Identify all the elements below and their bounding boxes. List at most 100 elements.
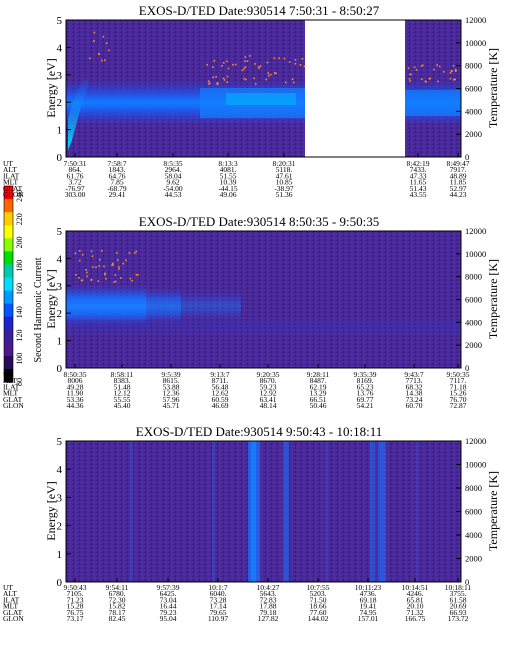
y-tick-label: 5	[57, 226, 63, 238]
hot-pixel	[266, 61, 269, 64]
hot-pixel	[455, 70, 457, 72]
table-cell: 6780.	[109, 589, 126, 598]
table-cell: 6040.	[210, 589, 227, 598]
y2-tick-label: 10000	[465, 249, 486, 259]
y2-tick-label: 6000	[465, 507, 482, 517]
table-cell: 43.55	[410, 190, 427, 199]
hot-pixel	[244, 56, 247, 58]
table-row-label: ALT	[3, 376, 17, 385]
table-cell: 9:43:7	[404, 370, 423, 379]
panel-3: EXOS-D/TED Date:930514 9:50:43 - 10:18:1…	[3, 424, 500, 623]
panel-1-data-gap	[305, 20, 405, 157]
hot-pixel	[86, 271, 88, 274]
table-cell: 53.36	[67, 395, 84, 404]
table-cell: 4736.	[360, 589, 377, 598]
table-cell: 303.00	[65, 190, 86, 199]
table-cell: 13.76	[357, 389, 374, 398]
hot-pixel	[206, 63, 208, 66]
table-row-label: ILAT	[3, 171, 20, 180]
table-cell: 9:57:39	[157, 583, 180, 592]
hot-pixel	[92, 266, 94, 268]
table-cell: 46.69	[212, 401, 229, 410]
hot-pixel	[436, 64, 438, 66]
table-cell: 7.85	[110, 178, 123, 187]
table-row-label: GLON	[3, 190, 24, 199]
table-cell: 66.51	[310, 395, 327, 404]
panel-1: EXOS-D/TED Date:930514 7:50:31 - 8:50:27…	[3, 3, 500, 199]
hot-pixel	[90, 279, 93, 281]
panel-3-vertical-streaks	[130, 441, 418, 582]
colorbar-swatch	[4, 368, 13, 383]
hot-pixel	[137, 274, 139, 276]
table-cell: 110.97	[208, 614, 229, 623]
table-cell: 10:11:23	[355, 583, 382, 592]
colorbar-swatch	[4, 303, 13, 318]
table-cell: 8:20:31	[273, 159, 296, 168]
table-cell: 44.36	[67, 401, 84, 410]
table-cell: 7:58:7	[107, 159, 126, 168]
hot-pixel	[303, 65, 306, 68]
table-cell: 58.04	[165, 171, 182, 180]
colorbar-swatch	[4, 316, 13, 331]
panel-1-y2label: Temperature [K]	[486, 48, 500, 128]
table-cell: 51.48	[114, 382, 131, 391]
table-row-label: GLAT	[3, 608, 23, 617]
y2-tick-label: 6000	[465, 84, 482, 94]
hot-pixel	[449, 72, 452, 74]
hot-pixel	[226, 81, 229, 83]
hot-pixel	[288, 61, 291, 63]
hot-pixel	[294, 63, 297, 65]
table-cell: 78.17	[109, 608, 126, 617]
table-cell: 59.23	[260, 382, 277, 391]
table-cell: 72.83	[260, 595, 277, 604]
table-cell: -38.97	[274, 184, 294, 193]
hot-pixel	[81, 253, 84, 256]
y-tick-label: 2	[57, 97, 63, 109]
hot-pixel	[104, 272, 106, 275]
y-tick-label: 5	[57, 15, 63, 27]
y-tick-label: 5	[57, 436, 63, 448]
table-cell: 76.75	[67, 608, 84, 617]
panel-2-ylabel: Energy [eV]	[44, 269, 58, 328]
y2-tick-label: 0	[465, 363, 469, 373]
hot-pixel	[407, 67, 410, 69]
hot-pixel	[215, 76, 217, 78]
table-cell: 71.32	[407, 608, 424, 617]
table-cell: 68.32	[406, 382, 423, 391]
table-cell: 9:50:43	[64, 583, 87, 592]
hot-pixel	[85, 269, 87, 271]
table-cell: 9:54:11	[106, 583, 129, 592]
table-cell: 9:35:39	[354, 370, 377, 379]
table-cell: -76.97	[65, 184, 85, 193]
colorbar-swatch	[4, 251, 13, 265]
hot-pixel	[99, 258, 101, 261]
hot-pixel	[112, 262, 114, 265]
hot-pixel	[101, 250, 103, 252]
table-cell: 8006	[68, 376, 83, 385]
hot-pixel	[208, 82, 211, 84]
hot-pixel	[244, 60, 246, 62]
table-cell: 7105.	[67, 589, 84, 598]
colorbar-swatch	[4, 290, 13, 305]
y-tick-label: 1	[57, 125, 63, 137]
hot-pixel	[116, 259, 119, 261]
y-tick-label: 2	[57, 521, 63, 533]
table-cell: 57.96	[163, 395, 180, 404]
hot-pixel	[226, 60, 228, 62]
hot-pixel	[241, 69, 244, 72]
table-cell: 48.14	[260, 401, 277, 410]
hot-pixel	[246, 60, 249, 62]
hot-pixel	[93, 40, 95, 42]
hot-pixel	[428, 78, 431, 80]
y2-tick-label: 4000	[465, 106, 482, 116]
hot-pixel	[421, 64, 424, 67]
hot-pixel	[95, 266, 97, 269]
table-cell: 10.39	[220, 178, 237, 187]
colorbar-swatch	[4, 329, 13, 344]
table-cell: 12.92	[260, 389, 277, 398]
table-cell: 10:7:55	[307, 583, 330, 592]
table-cell: 60.59	[212, 395, 229, 404]
table-row-label: MLT	[3, 602, 19, 611]
y2-tick-label: 12000	[465, 15, 486, 25]
